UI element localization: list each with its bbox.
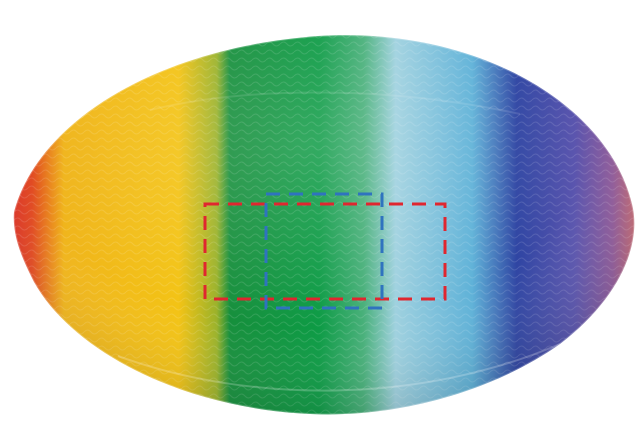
- red-dashed-box: [203, 202, 447, 301]
- ball-outline: [12, 34, 636, 416]
- blue-dashed-box: [264, 192, 384, 310]
- ball-seam-lower: [117, 343, 561, 392]
- ball-seam-upper: [149, 91, 521, 115]
